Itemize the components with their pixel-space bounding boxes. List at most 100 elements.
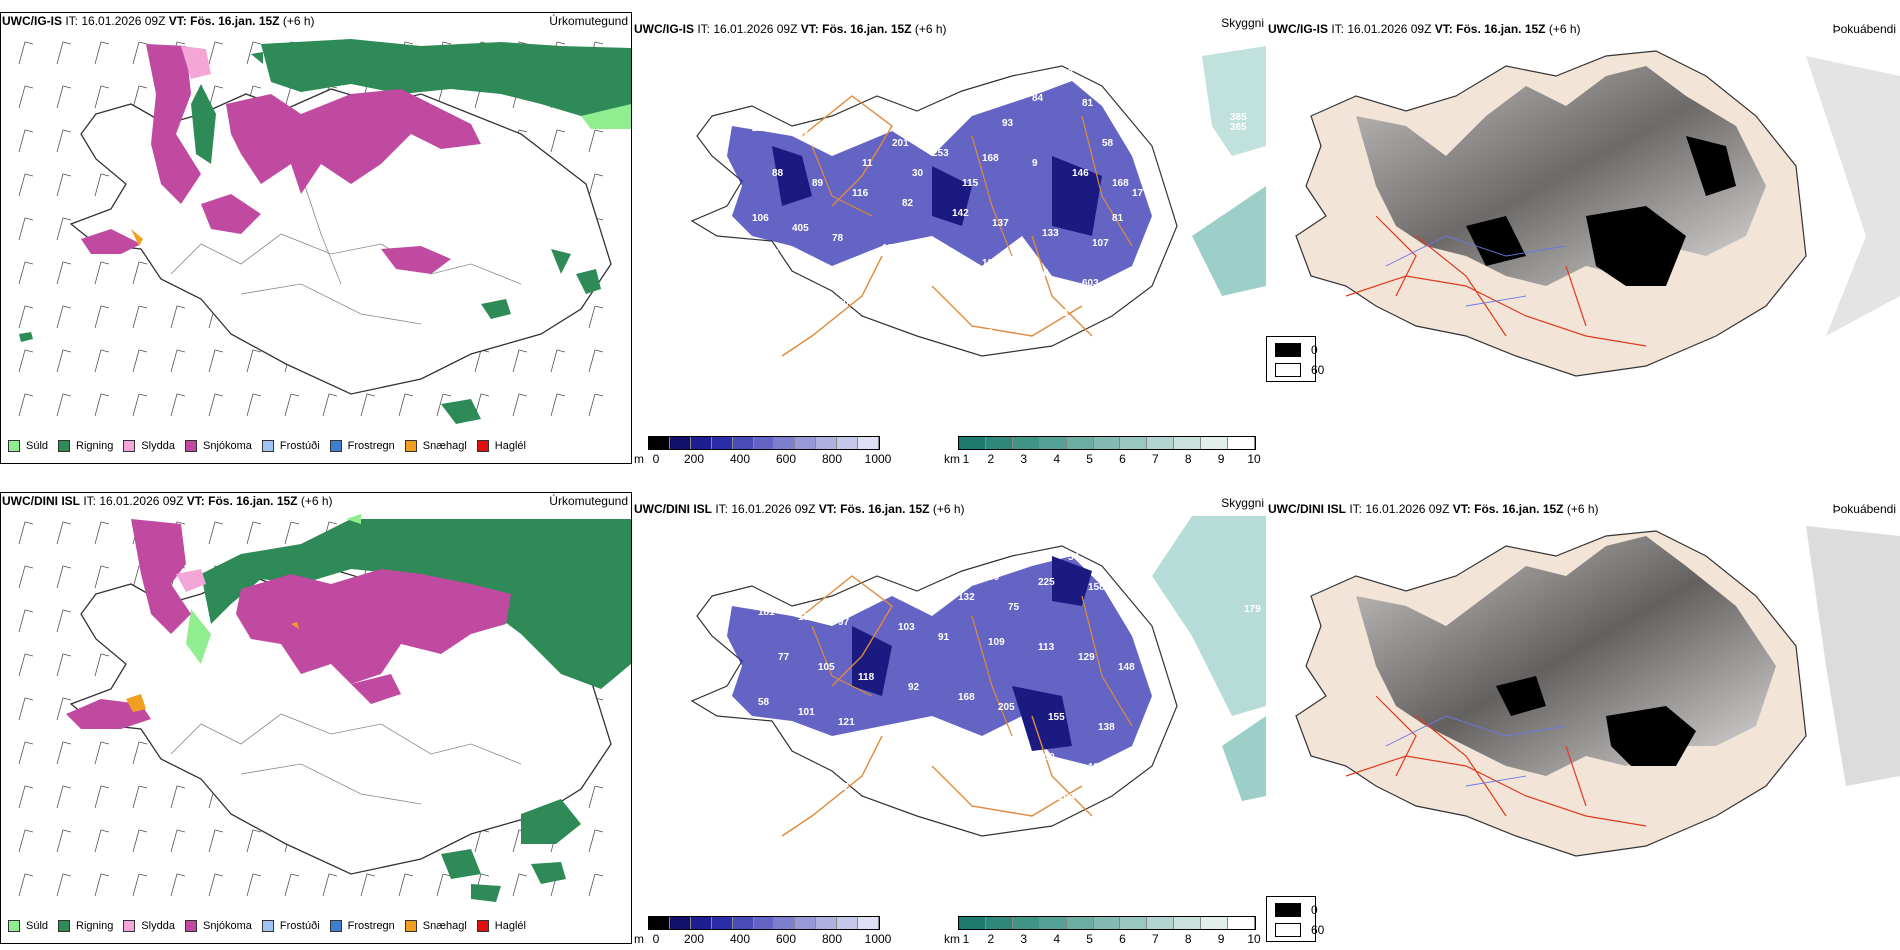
fog-indicator-map [1266,36,1900,416]
colorbar-tick: 1000 [864,452,892,466]
ceiling-number: 81 [1082,98,1094,109]
vt-value: Fös. 16.jan. 15Z [1456,22,1546,36]
fog-indicator-map [1266,516,1900,896]
visibility-number: 385 [1230,112,1247,123]
colorbar-tick: 800 [821,932,843,946]
lead-time: (+6 h) [282,14,315,28]
panel-title: UWC/IG-IS IT: 16.01.2026 09Z VT: Fös. 16… [1268,22,1581,36]
ceiling-number: 25 [1142,148,1154,159]
ceiling-number: 91 [982,88,994,99]
colorbar-tick: 5 [1086,452,1093,466]
ceiling-number: 603 [1082,278,1099,289]
legend-label: Súld [26,440,49,452]
ceiling-visibility-panel-row2: UWC/DINI ISL IT: 16.01.2026 09Z VT: Fös.… [632,492,1266,946]
vt-value: Fös. 16.jan. 15Z [208,494,298,508]
it-value: 16.01.2026 09Z [1347,22,1432,36]
colorbar-tick: 6 [1119,452,1126,466]
precip-legend: Súld Rigning Slydda Snjókoma Frostúði Frostre… [8,920,536,932]
vt-value: Fös. 16.jan. 15Z [1474,502,1564,516]
it-value: 16.01.2026 09Z [81,14,166,28]
ceiling-number: 132 [958,592,975,603]
ceiling-number: 168 [1112,178,1129,189]
visibility-number: 179 [1244,604,1261,615]
ceiling-number: 115 [938,802,955,813]
colorbar-tick: 4 [1053,452,1060,466]
ceiling-number: 107 [1092,238,1109,249]
it-value: 16.01.2026 09Z [1365,502,1450,516]
ceiling-number: 121 [838,717,855,728]
ceiling-number: 96 [938,732,950,743]
colorbar-tick: 6 [1119,932,1126,946]
legend-item-5: Frostregn [329,920,395,932]
colorbar-tick: 3 [1020,932,1028,946]
legend-swatch [261,920,274,932]
ceiling-number: 82 [902,198,914,209]
ceiling-number: 58 [758,697,770,708]
colorbar-tick: 800 [821,452,843,466]
precip-type-label: Úrkomutegund [549,494,628,508]
colorbar-tick: 200 [683,932,705,946]
fog-indicator-panel-row2: UWC/DINI ISL IT: 16.01.2026 09Z VT: Fös.… [1266,492,1900,944]
rain-area-north [261,39,631,116]
vt-value: Fös. 16.jan. 15Z [822,22,912,36]
it-value: 16.01.2026 09Z [713,22,798,36]
legend-item-0: Súld [8,440,48,452]
colorbar-strip [648,436,880,450]
it-label: IT: [65,14,79,28]
ceiling-number: 93 [988,742,1000,753]
fog-label: Þokuábendi [1832,502,1896,516]
ceiling-number: 78 [768,732,780,743]
legend-label: Snæhagl [422,920,467,932]
colorbar-tick: 10 [1247,452,1261,466]
ceiling-number: 103 [982,258,999,269]
precip-type-panel-row2: UWC/DINI ISL IT: 16.01.2026 09Z VT: Fös.… [0,492,632,944]
colorbar-tick: 10 [1247,932,1261,946]
colorbar-tick: 0 [652,452,660,466]
legend-label: Súld [26,920,49,932]
legend-label: Haglél [494,920,526,932]
precip-type-map [1,514,631,910]
legend-item-4: Frostúði [261,920,320,932]
ceiling-number: 115 [1008,782,1025,793]
visibility-label: Skyggni [1221,496,1264,510]
legend-swatch [58,440,71,452]
snow-area-2 [226,89,481,194]
ceiling-number: 98 [982,328,994,339]
ceiling-number: 115 [962,178,979,189]
vt-label: VT: [1452,502,1471,516]
ceiling-number: 227 [752,123,769,134]
colorbar-tick: 1 [962,452,970,466]
ceiling-number: 92 [908,682,920,693]
legend-label: Rigning [76,920,114,932]
ceiling-number: 150 [798,612,815,623]
legend-label: Frostregn [347,440,395,452]
model-name: UWC/IG-IS [634,22,694,36]
visibility-colorbar: km 1 2 3 4 5 6 7 8 9 10 [944,436,1261,470]
legend-swatch [123,920,136,932]
legend-item-0: Súld [8,920,48,932]
ceiling-number: 103 [1058,792,1075,803]
lead-time: (+6 h) [932,502,965,516]
panel-title: UWC/DINI ISL IT: 16.01.2026 09Z VT: Fös.… [1268,502,1599,516]
ceiling-number: 148 [1118,662,1135,673]
fog-indicator-panel-row1: UWC/IG-IS IT: 16.01.2026 09Z VT: Fös. 16… [1266,12,1900,464]
legend-label: Frostúði [279,920,320,932]
ceiling-number: 12 [838,782,850,793]
fog-label: Þokuábendi [1832,22,1896,36]
ceiling-number: 84 [1032,93,1044,104]
colorbar-tick: 2 [987,452,995,466]
ceiling-number: 11 [862,158,873,169]
ceiling-number: 201 [892,138,909,149]
colorbar-tick: 1000 [864,932,892,946]
colorbar-strip [648,916,880,930]
ceiling-number: 97 [838,617,850,628]
colorbar-tick: 8 [1184,452,1192,466]
legend-swatch [123,440,136,452]
ceiling-number: 65 [882,103,894,114]
fog-value-0: 0 [1311,343,1318,357]
ceiling-number: 385 [1230,122,1247,133]
legend-label: Slydda [141,440,175,452]
ceiling-number: 205 [998,702,1015,713]
ceiling-number: 106 [752,213,769,224]
visibility-label: Skyggni [1221,16,1264,30]
